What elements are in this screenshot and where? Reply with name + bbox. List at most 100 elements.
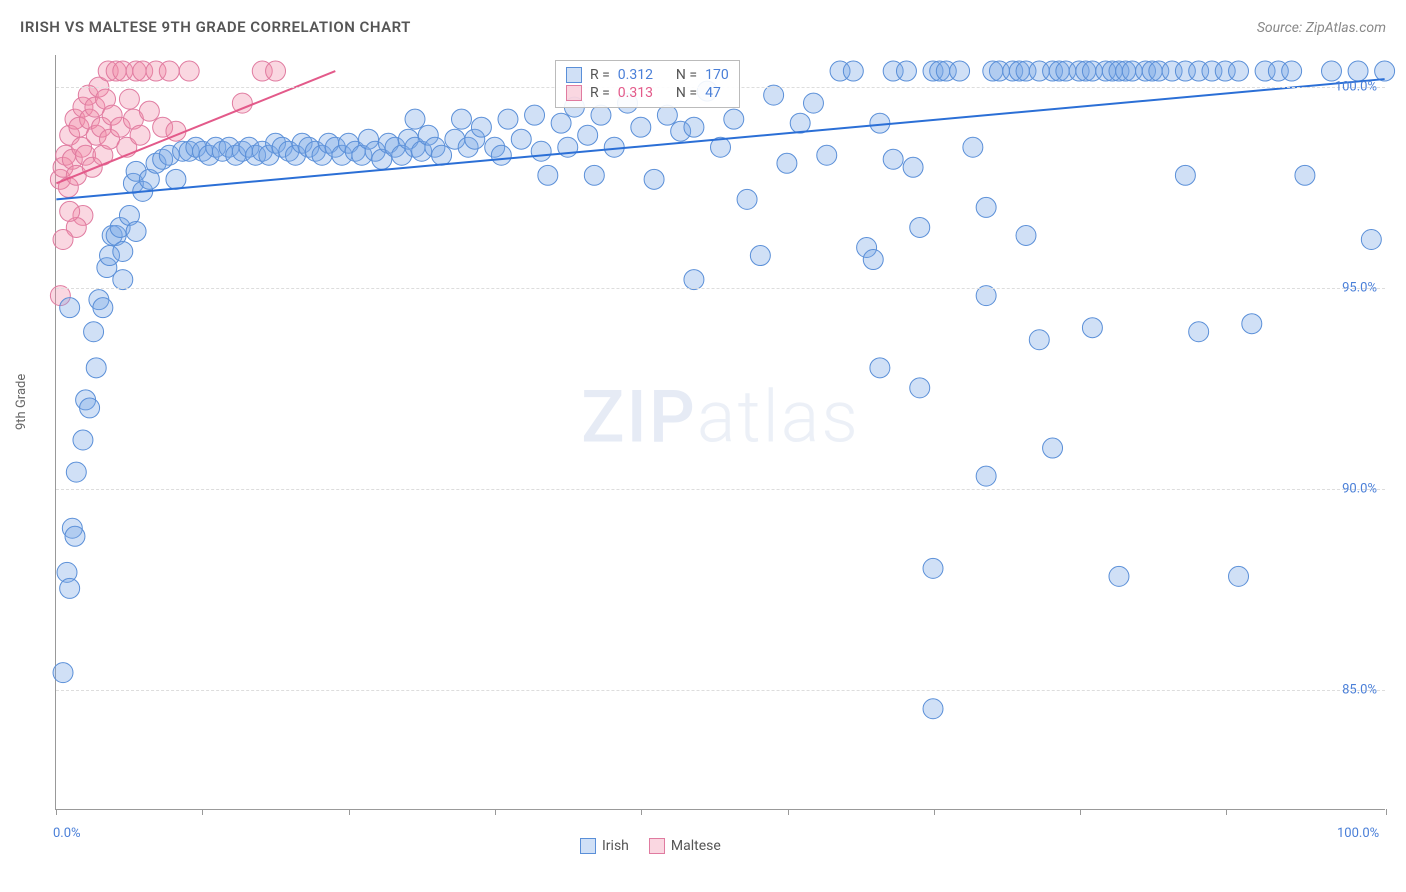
- x-tick: [788, 809, 789, 815]
- source-label: Source: ZipAtlas.com: [1257, 20, 1386, 36]
- point-irish: [1361, 230, 1381, 250]
- x-tick: [641, 809, 642, 815]
- n-label: N =: [676, 85, 697, 101]
- point-irish: [631, 117, 651, 137]
- point-maltese: [60, 201, 80, 221]
- point-irish: [73, 430, 93, 450]
- point-irish: [950, 61, 970, 81]
- point-irish: [843, 61, 863, 81]
- legend-item: Irish: [580, 838, 629, 854]
- r-value: 0.313: [618, 85, 653, 101]
- point-irish: [126, 221, 146, 241]
- x-tick: [1080, 809, 1081, 815]
- legend-bottom: Irish Maltese: [580, 838, 721, 854]
- point-irish: [491, 145, 511, 165]
- point-irish: [591, 105, 611, 125]
- n-value: 170: [705, 67, 729, 83]
- point-irish: [1016, 225, 1036, 245]
- point-irish: [452, 109, 472, 129]
- point-irish: [80, 398, 100, 418]
- point-irish: [53, 663, 73, 683]
- gridline-h: [56, 489, 1385, 490]
- x-tick: [1226, 809, 1227, 815]
- x-tick: [934, 809, 935, 815]
- gridline-h: [56, 690, 1385, 691]
- n-label: N =: [676, 67, 697, 83]
- point-irish: [1029, 330, 1049, 350]
- point-irish: [578, 125, 598, 145]
- chart-area: ZIPatlas 85.0%90.0%95.0%100.0%: [55, 55, 1385, 810]
- point-irish: [750, 246, 770, 266]
- point-irish: [1375, 61, 1395, 81]
- stats-box: R =0.312 N =170R =0.313 N =47: [555, 60, 740, 108]
- point-irish: [65, 526, 85, 546]
- header-bar: IRISH VS MALTESE 9TH GRADE CORRELATION C…: [20, 18, 1386, 36]
- n-value: 47: [705, 85, 721, 101]
- point-irish: [1282, 61, 1302, 81]
- point-irish: [1175, 165, 1195, 185]
- x-max-label: 100.0%: [1337, 826, 1379, 841]
- point-irish: [405, 109, 425, 129]
- point-irish: [1322, 61, 1342, 81]
- point-irish: [1043, 438, 1063, 458]
- point-irish: [903, 157, 923, 177]
- series-swatch: [566, 85, 582, 101]
- point-irish: [538, 165, 558, 185]
- point-irish: [817, 145, 837, 165]
- point-irish: [511, 129, 531, 149]
- point-maltese: [179, 61, 199, 81]
- point-irish: [883, 149, 903, 169]
- point-irish: [657, 105, 677, 125]
- legend-label: Maltese: [671, 838, 721, 854]
- stats-row: R =0.313 N =47: [566, 85, 729, 101]
- point-irish: [525, 105, 545, 125]
- point-maltese: [139, 101, 159, 121]
- point-irish: [531, 141, 551, 161]
- y-tick-label: 100.0%: [1335, 80, 1377, 95]
- point-irish: [644, 169, 664, 189]
- point-maltese: [266, 61, 286, 81]
- point-maltese: [159, 61, 179, 81]
- point-irish: [910, 378, 930, 398]
- point-irish: [66, 462, 86, 482]
- point-maltese: [53, 230, 73, 250]
- point-irish: [737, 189, 757, 209]
- point-irish: [963, 137, 983, 157]
- point-irish: [870, 358, 890, 378]
- x-tick: [1386, 809, 1387, 815]
- point-irish: [60, 298, 80, 318]
- point-irish: [790, 113, 810, 133]
- y-axis-label: 9th Grade: [14, 374, 29, 430]
- legend-swatch: [649, 838, 665, 854]
- point-irish: [84, 322, 104, 342]
- point-irish: [684, 270, 704, 290]
- point-irish: [1109, 566, 1129, 586]
- x-tick: [349, 809, 350, 815]
- point-irish: [471, 117, 491, 137]
- point-irish: [923, 699, 943, 719]
- point-maltese: [130, 125, 150, 145]
- point-irish: [777, 153, 797, 173]
- point-irish: [113, 242, 133, 262]
- point-irish: [498, 109, 518, 129]
- point-irish: [976, 197, 996, 217]
- point-irish: [113, 270, 133, 290]
- series-swatch: [566, 67, 582, 83]
- point-maltese: [232, 93, 252, 113]
- y-tick-label: 85.0%: [1342, 682, 1377, 697]
- point-irish: [93, 298, 113, 318]
- point-irish: [1348, 61, 1368, 81]
- point-irish: [863, 250, 883, 270]
- point-irish: [584, 165, 604, 185]
- point-irish: [60, 578, 80, 598]
- point-irish: [1229, 566, 1249, 586]
- stats-row: R =0.312 N =170: [566, 67, 729, 83]
- point-irish: [551, 113, 571, 133]
- point-irish: [1189, 322, 1209, 342]
- point-irish: [923, 558, 943, 578]
- point-irish: [432, 145, 452, 165]
- x-tick: [56, 809, 57, 815]
- point-irish: [684, 117, 704, 137]
- y-tick-label: 90.0%: [1342, 481, 1377, 496]
- point-irish: [1295, 165, 1315, 185]
